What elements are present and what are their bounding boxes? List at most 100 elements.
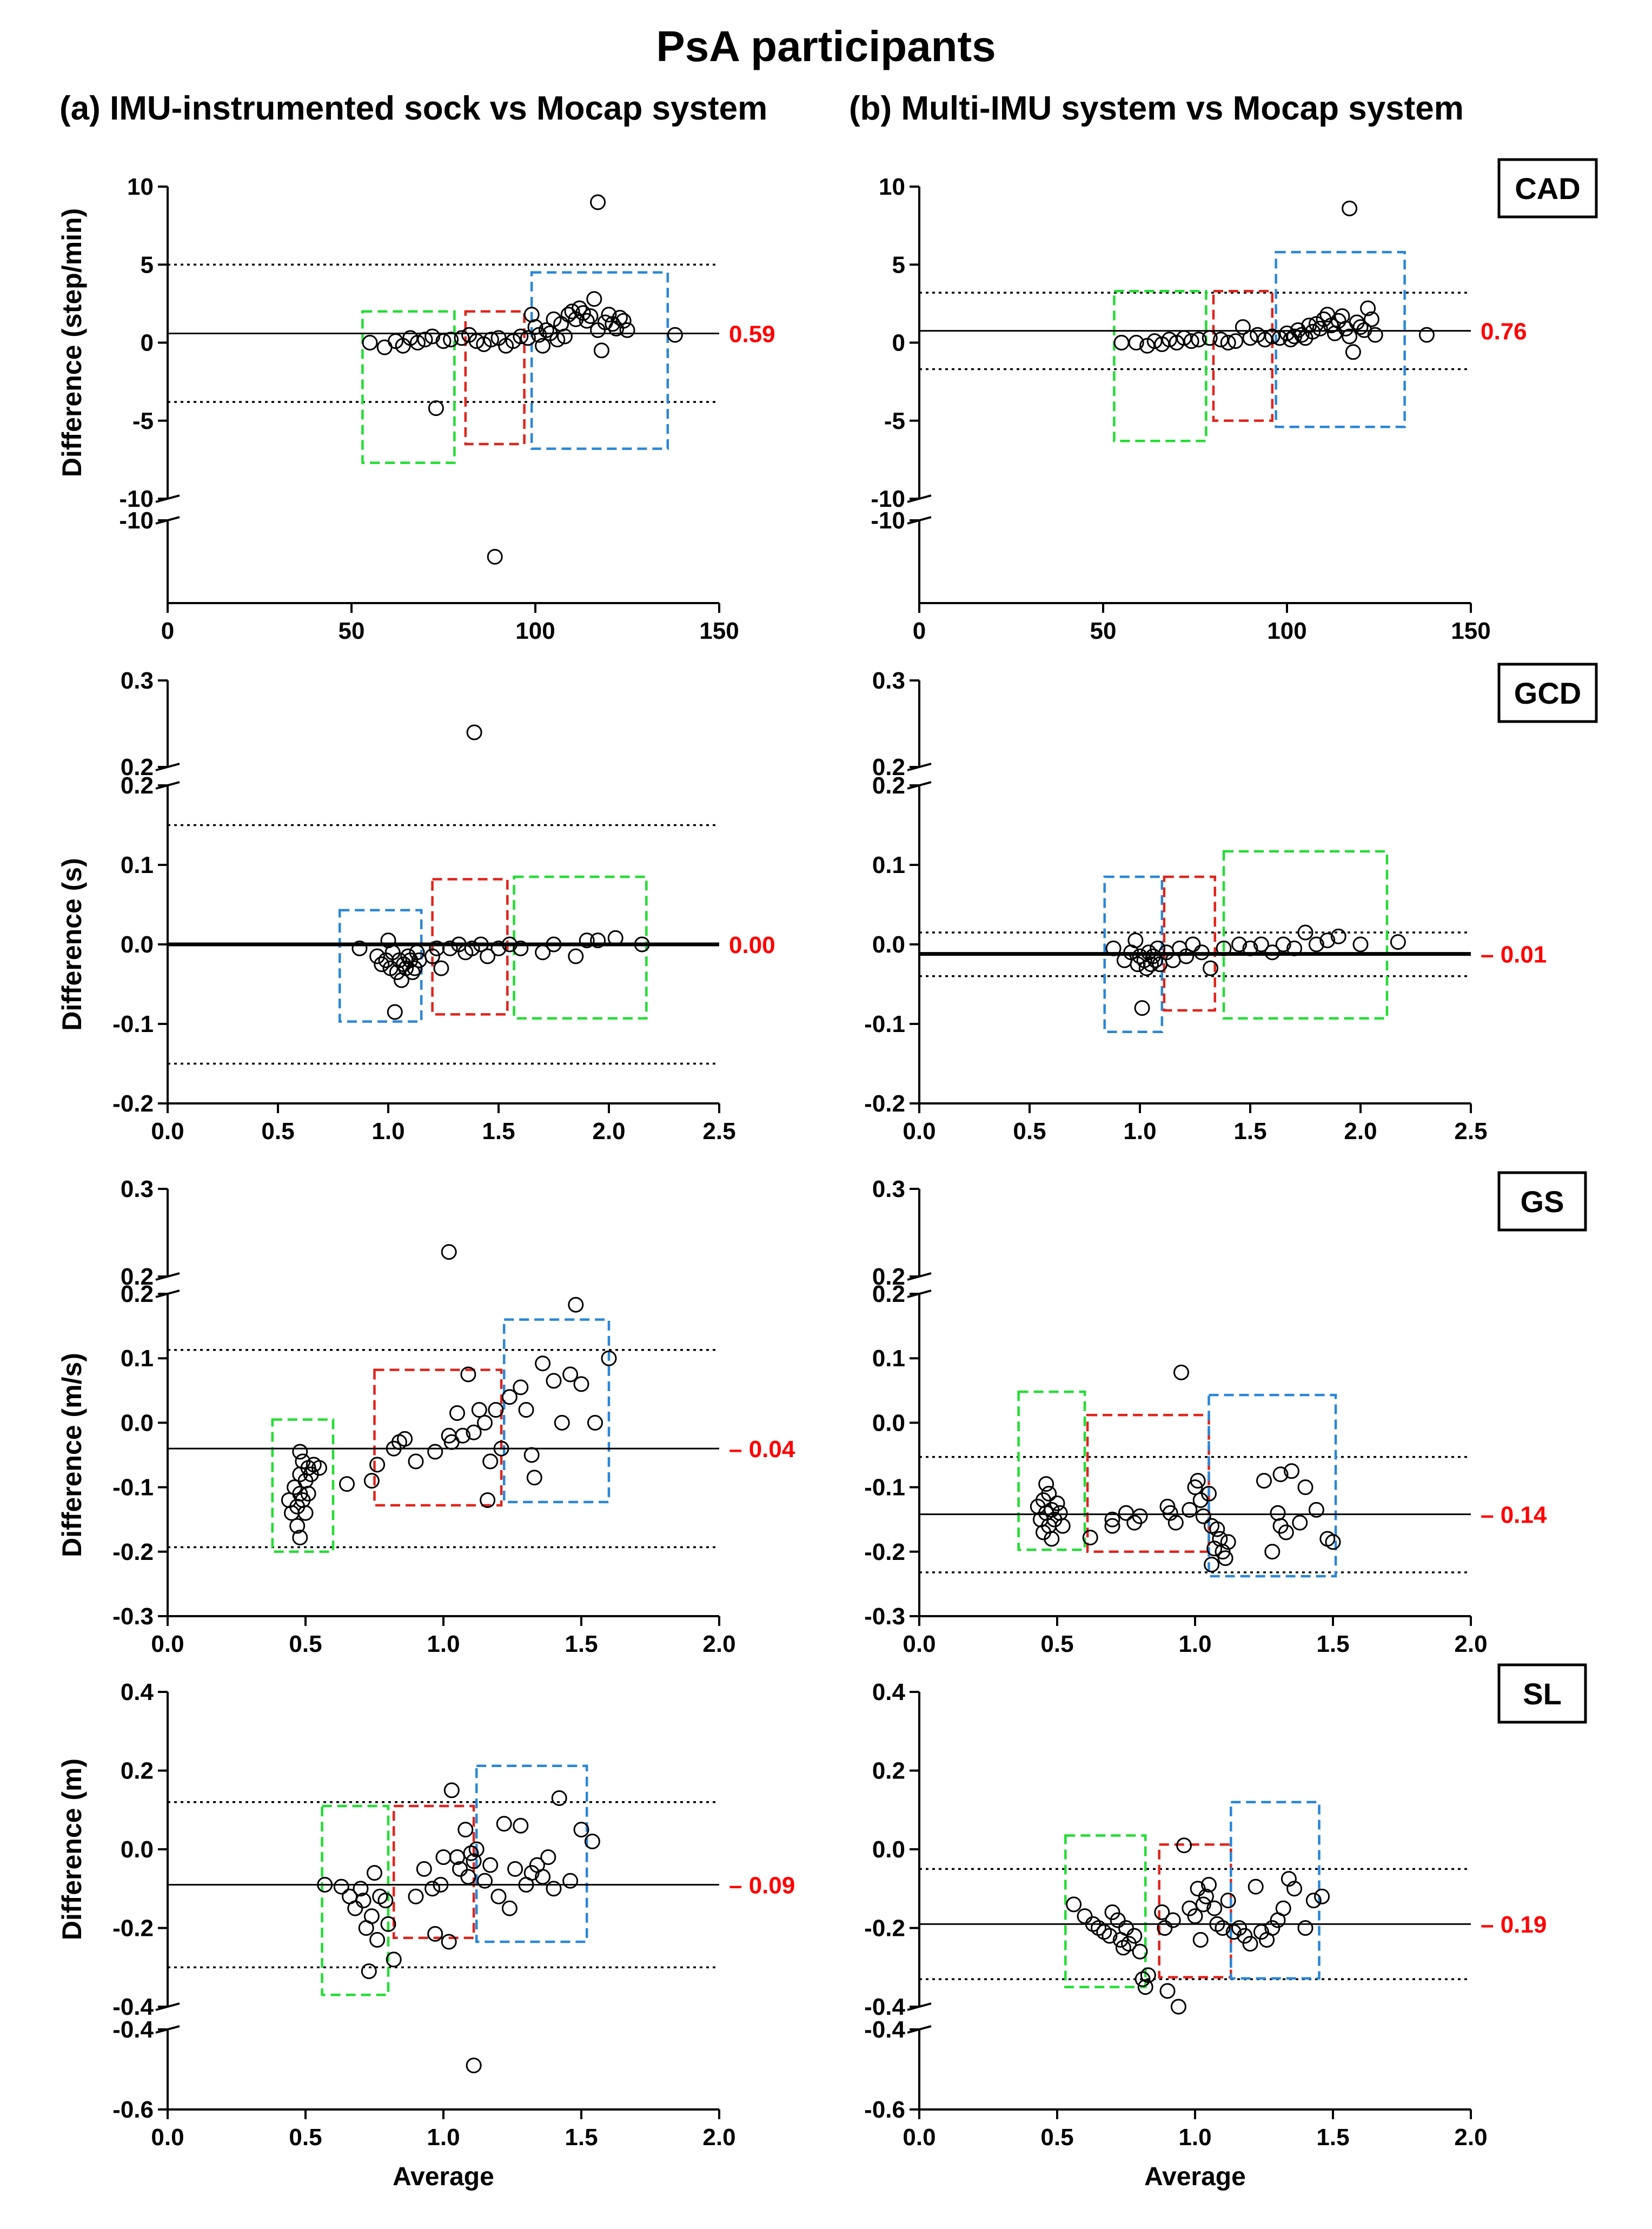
x-tick-label: 150 — [1451, 618, 1490, 644]
data-point — [1305, 323, 1321, 340]
data-point — [339, 1476, 355, 1492]
y-tick-label: -5 — [132, 408, 154, 434]
x-tick-label: 1.5 — [1233, 1118, 1266, 1145]
data-point — [573, 1822, 589, 1838]
data-point — [1185, 936, 1201, 953]
y-tick-label: -0.3 — [864, 1603, 905, 1630]
y-tick-label: 0.2 — [121, 754, 154, 781]
green-group-box — [361, 310, 456, 464]
data-point — [1342, 200, 1358, 216]
y-tick-label: 0.2 — [872, 1264, 905, 1290]
data-point — [1206, 1900, 1223, 1916]
data-point — [579, 313, 595, 329]
column-title-b: (b) Multi-IMU system vs Mocap system — [849, 90, 1464, 127]
y-tick-label: 10 — [879, 174, 905, 200]
axis-break-mark — [907, 2002, 932, 2011]
data-point — [487, 548, 503, 565]
axis-break-mark — [907, 494, 932, 503]
data-point — [1118, 1505, 1134, 1521]
y-tick-label: 0.2 — [121, 1281, 154, 1307]
red-group-box — [1212, 290, 1274, 422]
blue-group-box — [530, 271, 669, 450]
x-tick-label: 150 — [699, 618, 739, 644]
blue-group-box — [475, 1764, 588, 1943]
data-point — [471, 1402, 487, 1418]
mean-value-label: – 0.04 — [729, 1436, 795, 1463]
data-point — [1193, 944, 1210, 961]
data-point — [1264, 1920, 1281, 1936]
column-title-a: (a) IMU-instrumented sock vs Mocap syste… — [59, 90, 768, 127]
chart-gs-a: 0.30.20.20.10.0-0.1-0.2-0.30.0 0.5 1.0 1.5 2… — [57, 1176, 795, 1657]
data-point — [317, 1876, 333, 1893]
data-point — [1150, 940, 1166, 956]
y-tick-label: 0.1 — [121, 852, 154, 878]
data-point — [1367, 327, 1383, 343]
data-point — [1220, 1534, 1236, 1550]
data-point — [429, 940, 445, 956]
data-point — [409, 944, 425, 961]
data-point — [1134, 1000, 1150, 1016]
data-point — [535, 944, 551, 961]
data-point — [1118, 1920, 1134, 1936]
data-point — [1113, 335, 1130, 350]
data-point — [507, 1861, 523, 1877]
y-tick-label: 0.4 — [872, 1679, 906, 1705]
data-point — [601, 1350, 617, 1366]
data-point — [464, 940, 480, 956]
chart-sl-b: 0.40.20.0-0.2-0.4-0.4-0.60.0 0.5 1.0 1.5 2.0… — [864, 1663, 1587, 2191]
blue-group-box — [1208, 1393, 1337, 1578]
y-tick-label: 5 — [141, 252, 154, 278]
data-point — [362, 335, 378, 350]
y-tick-label: -0.2 — [864, 1915, 905, 1942]
data-point — [634, 936, 650, 953]
data-point — [1159, 1983, 1176, 1999]
data-point — [466, 1424, 482, 1440]
x-tick-label: 1.0 — [1178, 2124, 1211, 2151]
x-tick-label: 1.5 — [482, 1118, 515, 1145]
data-point — [457, 1822, 474, 1838]
data-point — [513, 1817, 529, 1834]
data-point — [1137, 1979, 1153, 1995]
x-tick-label: 0 — [161, 618, 174, 644]
axis-break-mark — [155, 781, 180, 790]
x-tick-label: 1.5 — [1316, 1631, 1349, 1657]
data-point — [1352, 936, 1369, 953]
data-point — [1308, 1502, 1324, 1518]
chart-gcd-a: 0.30.20.20.10.0-0.1-0.20.0 0.5 1.0 1.5 2.0 2.… — [57, 667, 775, 1145]
data-point — [490, 1888, 507, 1904]
parameter-label-box — [1497, 663, 1598, 723]
data-point — [562, 1873, 579, 1889]
data-point — [1082, 1530, 1098, 1546]
y-tick-label: 0.3 — [121, 667, 154, 694]
x-tick-label: 0.0 — [903, 1118, 936, 1145]
y-tick-label: 0.1 — [121, 1345, 154, 1372]
data-point — [1066, 1896, 1082, 1913]
y-tick-label: 0.1 — [872, 1345, 905, 1372]
data-point — [441, 1244, 457, 1260]
data-point — [477, 1414, 493, 1431]
data-point — [568, 948, 584, 964]
data-point — [1173, 1364, 1189, 1380]
x-tick-label: 0 — [913, 618, 926, 644]
data-point — [361, 1963, 377, 1980]
data-point — [417, 332, 433, 348]
data-point — [1182, 1502, 1198, 1518]
y-tick-label: -0.2 — [112, 1915, 154, 1942]
axis-break-mark — [155, 763, 180, 771]
parameter-label-box — [1497, 158, 1598, 219]
parameter-label: GCD — [1514, 676, 1581, 710]
data-point — [1242, 940, 1258, 956]
y-tick-label: 0.1 — [872, 852, 905, 878]
red-group-box — [464, 310, 526, 446]
data-point — [619, 322, 635, 338]
y-tick-label: 0.0 — [121, 1836, 154, 1863]
axis-break-mark — [907, 781, 932, 790]
x-tick-label: 2.5 — [1454, 1118, 1487, 1145]
chart-sl-a: 0.40.20.0-0.2-0.4-0.4-0.60.0 0.5 1.0 1.5 2.0… — [57, 1679, 795, 2191]
data-point — [587, 1414, 603, 1431]
y-tick-label: 0.2 — [872, 754, 905, 781]
y-tick-label: 0.2 — [121, 772, 154, 799]
mean-value-label: – 0.09 — [729, 1872, 795, 1899]
axis-break-mark — [907, 516, 932, 525]
data-point — [300, 1486, 316, 1502]
